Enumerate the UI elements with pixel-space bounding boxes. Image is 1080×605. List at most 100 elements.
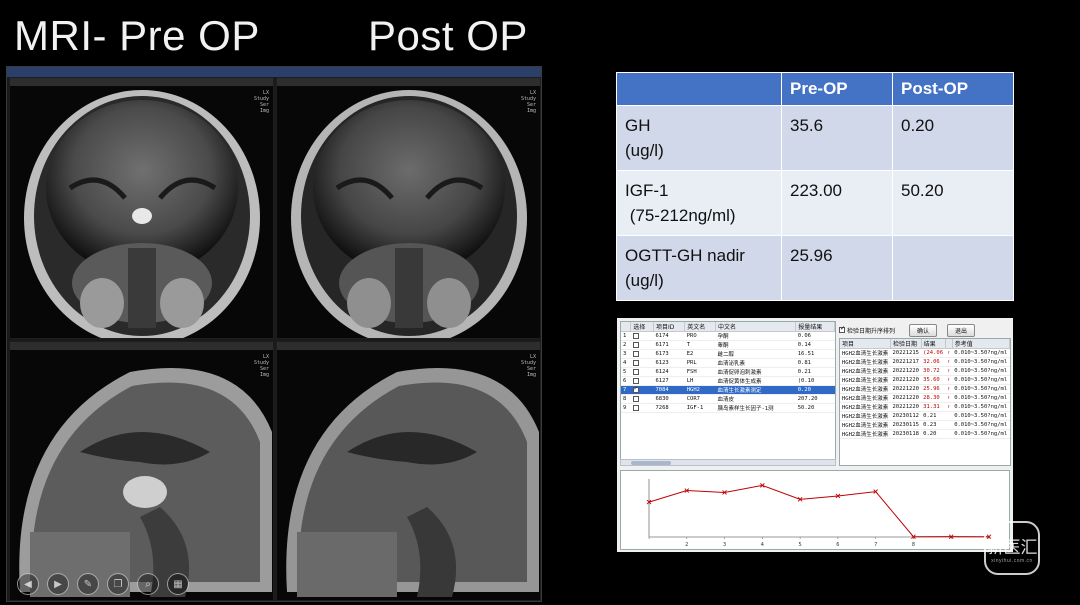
copy-icon[interactable]: ❐	[107, 573, 129, 595]
result-date: 20221217	[890, 357, 922, 367]
lab-row-checkbox[interactable]	[630, 340, 654, 350]
lab-row[interactable]: 4 6123 PRL 血清泌乳素 0.81	[621, 358, 835, 368]
pen-icon[interactable]: ✎	[77, 573, 99, 595]
gh-series-line	[648, 484, 990, 538]
result-reference: 0.010~3.50?ng/ml	[952, 402, 1010, 412]
result-flag: ↑	[945, 393, 953, 403]
row-checkbox[interactable]	[632, 341, 639, 348]
lab-row[interactable]: 1 6174 PRO 孕酮 0.06	[621, 331, 835, 341]
lab-row-number: 2	[621, 340, 631, 350]
gh-data-point	[873, 489, 878, 494]
result-row[interactable]: HGH2血清生长激素 20221220 31.31 ↑ 0.010~3.50?ng/ml	[840, 402, 1010, 412]
result-value: 25.96	[921, 384, 946, 394]
lab-item-value: 0.81	[795, 358, 835, 368]
result-reference: 0.010~3.50?ng/ml	[952, 348, 1010, 358]
viewer-title-bar	[7, 67, 541, 77]
lab-item-grid: 选择 项目ID 英文名 中文名 报量结果 1 6174 PRO 孕酮 0.06 2 6171…	[620, 321, 836, 461]
row-checkbox[interactable]	[632, 368, 639, 375]
mri-pane-sagittal-post[interactable]: LX Study Ser Img	[276, 341, 541, 601]
row-checkbox[interactable]	[632, 332, 639, 339]
coronal-scan-image	[291, 90, 527, 338]
lab-item-id: 6171	[653, 340, 685, 350]
result-row[interactable]: HGH2血清生长激素 20221220 25.96 ↑ 0.010~3.50?ng/ml	[840, 384, 1010, 394]
row-checkbox[interactable]	[632, 350, 639, 357]
lab-row-checkbox[interactable]	[630, 349, 654, 359]
post-op-value: 50.20	[892, 170, 1014, 236]
lab-col-header: 中文名	[715, 322, 797, 332]
lab-row[interactable]: 6 6127 LH 血清促黄体生成素 (0.10	[621, 376, 835, 386]
lab-row[interactable]: 5 6124 FSH 血清促卵泡刺激素 0.21	[621, 367, 835, 377]
mri-pane-sagittal-pre[interactable]: LX Study Ser Img	[9, 341, 274, 601]
gh-data-point	[835, 493, 841, 499]
result-reference: 0.010~3.50?ng/ml	[952, 384, 1010, 394]
hormone-unit: (75-212ng/ml)	[625, 206, 736, 225]
result-date: 20230118	[890, 429, 922, 439]
result-date: 20221220	[890, 393, 922, 403]
lab-item-en: E2	[684, 349, 716, 359]
lab-row-checkbox[interactable]	[630, 403, 654, 413]
result-item: HGH2血清生长激素	[840, 375, 891, 385]
sort-ascending-option[interactable]: 检验日期升序排列	[839, 325, 896, 335]
result-row[interactable]: HGH2血清生长激素 20221215 (24.06 ↑ 0.010~3.50?ng/m…	[840, 348, 1010, 358]
back-icon[interactable]: ◀	[17, 573, 39, 595]
scroll-thumb[interactable]	[631, 461, 671, 465]
confirm-button[interactable]: 确认	[909, 323, 938, 337]
title-post-op: Post OP	[368, 12, 528, 59]
lab-row[interactable]: 2 6171 T 睾酮 0.14	[621, 340, 835, 350]
row-checkbox[interactable]	[632, 377, 639, 384]
result-reference: 0.010~3.50?ng/ml	[952, 375, 1010, 385]
lab-row-checkbox[interactable]	[630, 367, 654, 377]
result-value: 30.72	[921, 366, 946, 376]
mri-viewer: LX Study Ser Img LX Study Ser Img	[6, 66, 542, 602]
coronal-scan-image	[24, 90, 260, 338]
result-row[interactable]: HGH2血清生长激素 20230115 0.23 0.010~3.50?ng/ml	[840, 420, 1010, 430]
result-row[interactable]: HGH2血清生长激素 20230112 0.21 0.010~3.50?ng/ml	[840, 411, 1010, 421]
lab-col-header: 报量结果	[795, 322, 835, 332]
row-checkbox[interactable]	[632, 404, 639, 411]
lab-row-checkbox[interactable]	[630, 376, 654, 386]
sort-ascending-label: 检验日期升序排列	[847, 327, 896, 335]
result-row[interactable]: HGH2血清生长激素 20221220 30.72 ↑ 0.010~3.50?ng/ml	[840, 366, 1010, 376]
sort-ascending-checkbox[interactable]	[839, 325, 845, 333]
lab-row-number: 4	[621, 358, 631, 368]
play-icon[interactable]: ▶	[47, 573, 69, 595]
row-checkbox[interactable]	[632, 385, 639, 393]
result-value: 31.31	[921, 402, 946, 412]
lab-row[interactable]: 3 6173 E2 雌二醇 16.51	[621, 349, 835, 359]
lab-item-cn: 孕酮	[715, 331, 796, 341]
result-flag: ↑	[945, 348, 953, 358]
result-reference: 0.010~3.50?ng/ml	[952, 429, 1010, 439]
lab-row-checkbox[interactable]	[630, 394, 654, 404]
lab-row-checkbox[interactable]	[630, 331, 654, 341]
lab-item-en: HGH2	[684, 385, 716, 395]
row-checkbox[interactable]	[632, 395, 639, 402]
result-row[interactable]: HGH2血清生长激素 20221217 32.06 ↑ 0.010~3.50?ng/ml	[840, 357, 1010, 367]
result-row[interactable]: HGH2血清生长激素 20221220 35.60 ↑ 0.010~3.50?ng/ml	[840, 375, 1010, 385]
table-header-row: Pre-OP Post-OP	[616, 72, 1014, 106]
result-row[interactable]: HGH2血清生长激素 20230118 0.20 0.010~3.50?ng/ml	[840, 429, 1010, 439]
lab-row-checkbox[interactable]	[630, 385, 654, 395]
result-flag	[945, 429, 953, 439]
result-row[interactable]: HGH2血清生长激素 20221220 28.30 ↑ 0.010~3.50?ng/ml	[840, 393, 1010, 403]
result-flag: ↑	[945, 375, 953, 385]
mri-pane-coronal-pre[interactable]: LX Study Ser Img	[9, 77, 274, 339]
lab-row[interactable]: 9 7268 IGF-1 胰岛素样生长因子-1测 50.20	[621, 403, 835, 413]
sagittal-scan-image	[286, 368, 539, 597]
lab-item-id: 6830	[653, 394, 685, 404]
result-flag: ↑	[945, 366, 953, 376]
mri-pane-coronal-post[interactable]: LX Study Ser Img	[276, 77, 541, 339]
lab-item-cn: 血清泌乳素	[715, 358, 796, 368]
row-checkbox[interactable]	[632, 359, 639, 366]
zoom-icon[interactable]: ⌕	[137, 573, 159, 595]
lab-grid-scrollbar[interactable]	[620, 459, 836, 466]
exit-button[interactable]: 退出	[947, 323, 976, 337]
lab-item-en: IGF-1	[684, 403, 716, 413]
lab-grid-header: 选择 项目ID 英文名 中文名 报量结果	[621, 322, 835, 332]
result-flag: ↑	[945, 384, 953, 394]
result-reference: 0.010~3.50?ng/ml	[952, 357, 1010, 367]
grid-icon[interactable]: ▦	[167, 573, 189, 595]
lab-row-checkbox[interactable]	[630, 358, 654, 368]
lab-row[interactable]: 8 6830 COR7 血清皮 207.20	[621, 394, 835, 404]
result-date: 20221220	[890, 366, 922, 376]
